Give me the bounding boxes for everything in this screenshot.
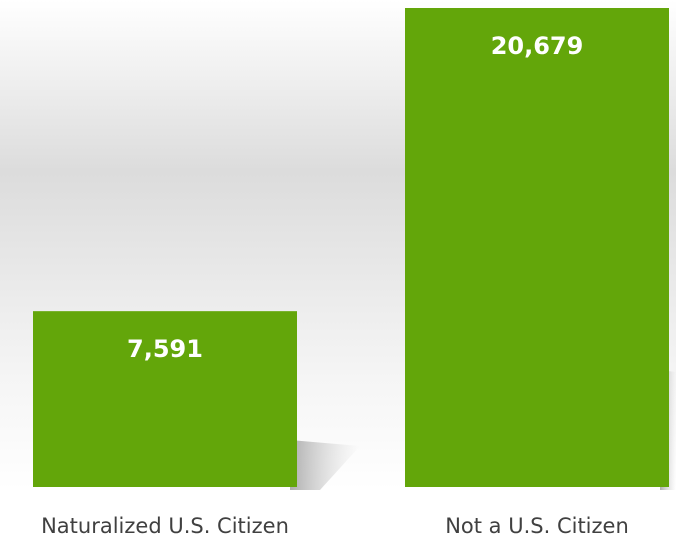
bar-shadow xyxy=(290,440,360,490)
value-label: 20,679 xyxy=(491,32,584,60)
value-label: 7,591 xyxy=(127,335,203,363)
bar xyxy=(405,8,669,487)
category-label: Naturalized U.S. Citizen xyxy=(41,514,289,538)
category-label: Not a U.S. Citizen xyxy=(445,514,629,538)
bar xyxy=(33,311,297,487)
